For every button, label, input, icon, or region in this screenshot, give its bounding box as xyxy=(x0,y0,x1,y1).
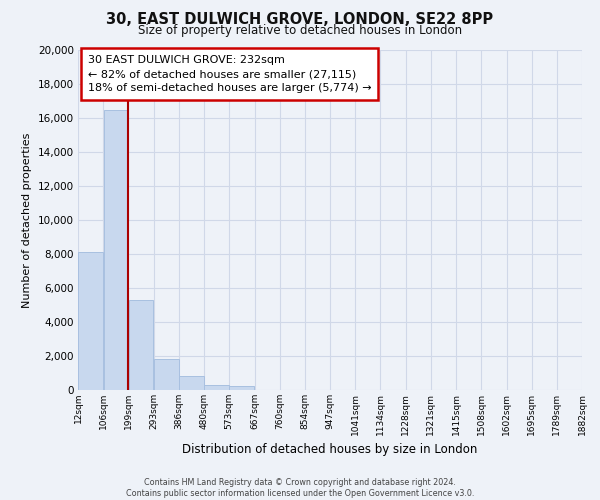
Text: Size of property relative to detached houses in London: Size of property relative to detached ho… xyxy=(138,24,462,37)
Bar xyxy=(229,386,254,390)
X-axis label: Distribution of detached houses by size in London: Distribution of detached houses by size … xyxy=(182,443,478,456)
Bar xyxy=(205,385,229,390)
Bar xyxy=(78,252,103,390)
Y-axis label: Number of detached properties: Number of detached properties xyxy=(22,132,32,308)
Text: 30 EAST DULWICH GROVE: 232sqm
← 82% of detached houses are smaller (27,115)
18% : 30 EAST DULWICH GROVE: 232sqm ← 82% of d… xyxy=(88,55,372,93)
Bar xyxy=(179,376,204,390)
Text: Contains HM Land Registry data © Crown copyright and database right 2024.
Contai: Contains HM Land Registry data © Crown c… xyxy=(126,478,474,498)
Bar xyxy=(154,358,179,390)
Text: 30, EAST DULWICH GROVE, LONDON, SE22 8PP: 30, EAST DULWICH GROVE, LONDON, SE22 8PP xyxy=(106,12,494,28)
Bar xyxy=(104,110,128,390)
Bar xyxy=(128,300,154,390)
